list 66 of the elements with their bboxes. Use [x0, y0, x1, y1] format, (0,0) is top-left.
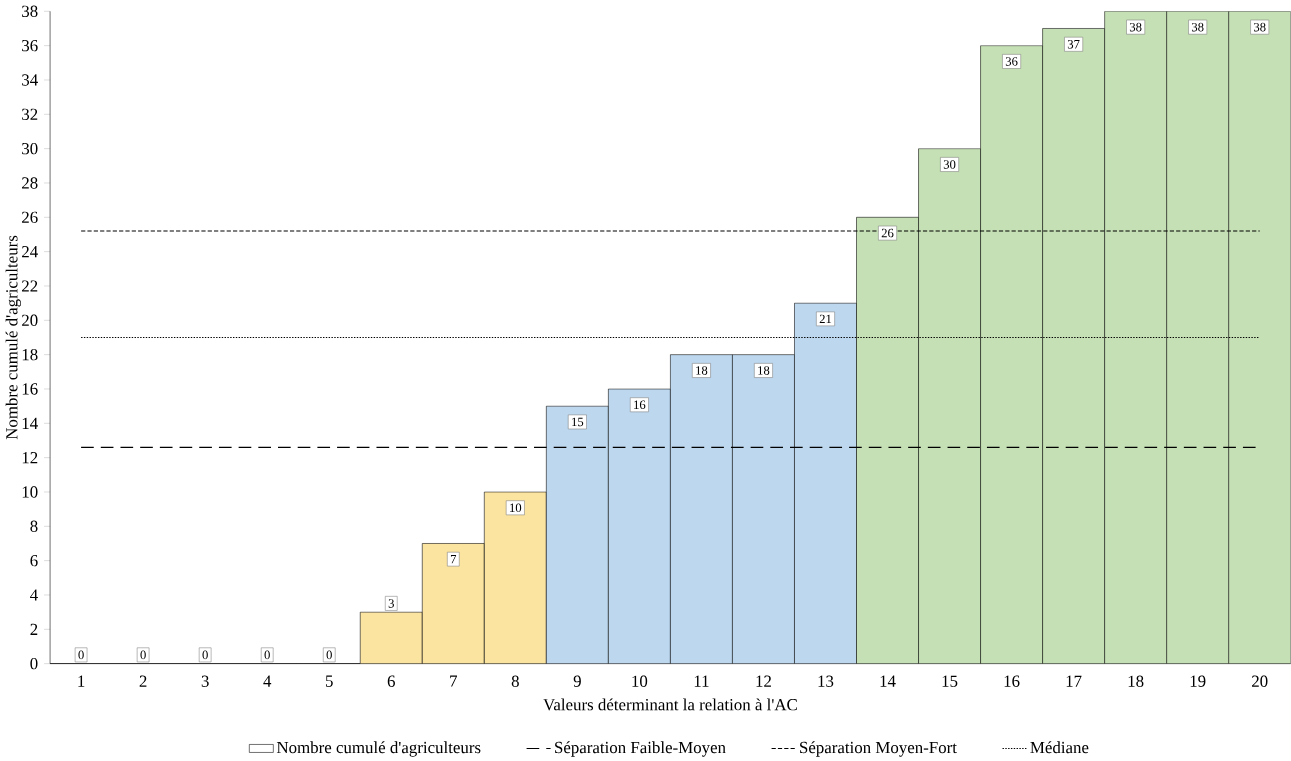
data-label: 10	[510, 503, 522, 512]
legend-label: Nombre cumulé d'agriculteurs	[276, 741, 481, 757]
x-tick-label: 15	[942, 675, 958, 687]
data-label: 0	[202, 650, 208, 660]
x-tick-label: 10	[632, 675, 648, 687]
data-label: 36	[1005, 57, 1018, 66]
data-label: 38	[1253, 22, 1266, 32]
y-tick-label: 8	[30, 520, 38, 532]
data-label: 21	[819, 314, 832, 323]
x-tick-label: 7	[450, 675, 458, 687]
y-tick-label: 18	[22, 348, 38, 361]
data-label: 37	[1067, 39, 1080, 49]
x-tick-label: 3	[201, 675, 209, 687]
x-tick-label: 11	[694, 675, 709, 687]
y-tick-label: 6	[30, 554, 38, 567]
x-tick-label: 2	[139, 675, 147, 687]
y-tick-label: 24	[22, 245, 38, 258]
y-tick-label: 26	[22, 211, 38, 223]
y-tick-label: 4	[30, 589, 38, 601]
y-tick-label: 38	[22, 5, 38, 17]
data-label: 16	[634, 400, 646, 409]
y-tick-label: 32	[22, 108, 38, 120]
legend-label: Médiane	[1030, 741, 1089, 754]
data-label: 38	[1191, 22, 1204, 32]
data-label: 0	[78, 650, 84, 660]
y-tick-label: 12	[22, 451, 38, 464]
x-tick-label: 1	[78, 675, 85, 687]
x-tick-label: 8	[511, 675, 519, 687]
data-label: 38	[1129, 22, 1142, 32]
y-tick-label: 14	[22, 417, 38, 429]
x-tick-label: 16	[1004, 675, 1020, 687]
x-tick-label: 9	[573, 675, 581, 687]
x-tick-label: 4	[263, 675, 272, 687]
data-label: 3	[388, 599, 394, 608]
x-axis-title: Valeurs déterminant la relation à l'AC	[543, 698, 797, 711]
data-label: 26	[881, 228, 894, 238]
x-tick-label: 6	[387, 675, 395, 687]
y-tick-label: 22	[22, 280, 38, 292]
y-axis-title: Nombre cumulé d'agriculteurs	[5, 235, 22, 440]
x-tick-label: 5	[325, 675, 333, 687]
data-label: 0	[140, 650, 146, 660]
y-tick-label: 34	[22, 74, 38, 86]
y-tick-label: 16	[22, 383, 38, 395]
y-tick-label: 20	[22, 314, 38, 326]
y-tick-label: 10	[22, 486, 38, 498]
y-tick-label: 0	[30, 657, 38, 670]
x-tick-label: 18	[1128, 675, 1144, 687]
y-tick-label: 2	[30, 623, 38, 635]
data-label: 15	[572, 417, 584, 427]
x-tick-label: 19	[1190, 675, 1206, 687]
legend-label: Séparation Moyen-Fort	[800, 741, 957, 757]
data-label: 18	[696, 366, 708, 375]
x-tick-label: 17	[1066, 675, 1082, 687]
data-label: 7	[450, 554, 457, 564]
y-tick-label: 30	[22, 142, 38, 155]
x-tick-label: 14	[880, 675, 896, 687]
data-label: 30	[943, 160, 956, 169]
y-tick-label: 36	[22, 39, 38, 52]
legend-label: Séparation Faible-Moyen	[555, 741, 726, 757]
x-tick-label: 13	[818, 675, 834, 687]
x-tick-label: 12	[756, 675, 771, 687]
data-label: 0	[264, 650, 270, 660]
y-tick-label: 28	[22, 177, 38, 189]
data-label: 18	[758, 366, 770, 375]
data-label: 0	[326, 650, 332, 660]
x-tick-label: 20	[1252, 675, 1268, 687]
